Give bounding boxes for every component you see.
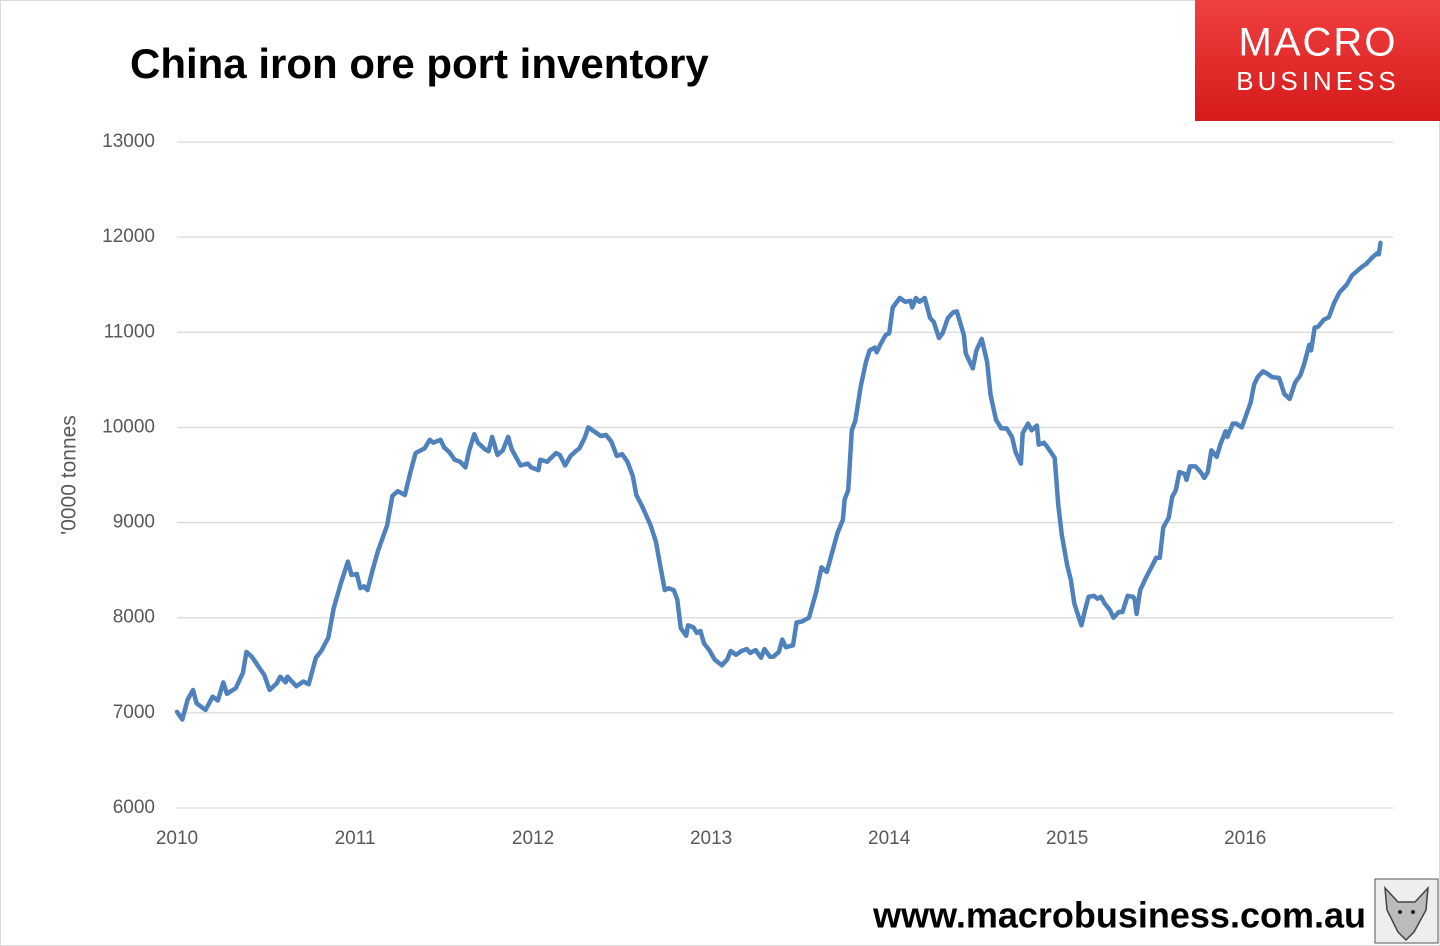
x-tick-label: 2014 <box>868 828 911 849</box>
x-tick-label: 2012 <box>512 828 554 849</box>
plot-area: 6000 7000 8000 9000 10000 11000 12000 13000 2010… <box>102 131 1393 849</box>
chart-title: China iron ore port inventory <box>130 40 709 87</box>
source-url: www.macrobusiness.com.au <box>872 895 1366 936</box>
logo <box>1195 0 1440 121</box>
fox-icon <box>1374 878 1439 944</box>
y-tick-label: 13000 <box>102 131 155 152</box>
y-tick-label: 8000 <box>113 607 155 628</box>
y-tick-label: 10000 <box>102 416 155 437</box>
x-tick-label: 2010 <box>156 828 198 849</box>
logo-bottom: BUSINESS <box>1236 66 1400 96</box>
x-tick-label: 2011 <box>335 828 376 849</box>
x-tick-label: 2015 <box>1046 828 1088 849</box>
y-tick-label: 11000 <box>104 321 155 342</box>
y-axis-label: '0000 tonnes <box>58 415 81 535</box>
x-tick-label: 2013 <box>690 828 732 849</box>
y-tick-label: 9000 <box>113 512 155 533</box>
y-tick-label: 6000 <box>113 797 155 818</box>
logo-top: MACRO <box>1239 21 1398 65</box>
y-tick-label: 7000 <box>113 702 155 723</box>
y-tick-label: 12000 <box>102 226 155 247</box>
data-line <box>174 240 1383 722</box>
x-tick-label: 2016 <box>1224 828 1266 849</box>
